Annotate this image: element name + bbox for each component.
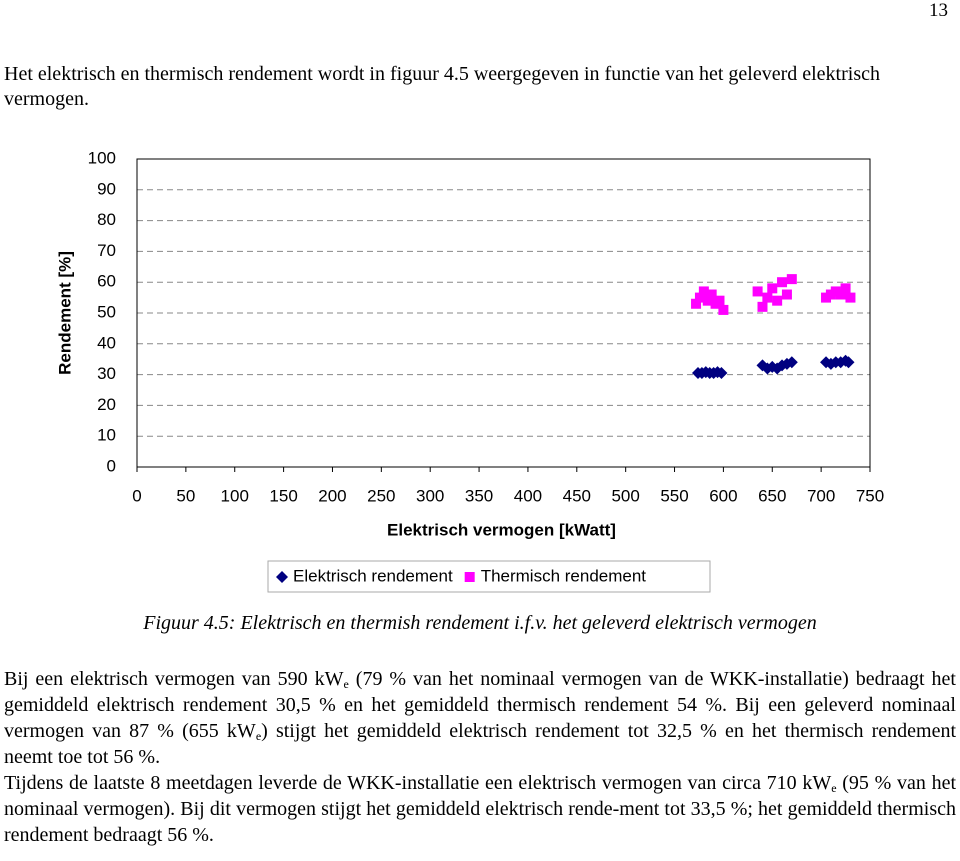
y-tick-label: 0	[107, 456, 116, 475]
square-marker	[702, 295, 713, 306]
y-tick-label: 50	[97, 302, 116, 321]
square-marker	[840, 283, 851, 294]
x-tick-label: 550	[660, 486, 688, 505]
square-marker	[777, 277, 788, 288]
square-marker	[706, 289, 717, 300]
y-tick-label: 80	[97, 210, 116, 229]
square-marker	[767, 283, 778, 294]
y-tick-label: 90	[97, 179, 116, 198]
square-marker	[786, 274, 797, 285]
square-marker	[772, 295, 783, 306]
chart: 0 10 20 30 40 50 60 70 80 90 100 0 50 100 150 200 250 300…	[55, 148, 884, 593]
subscript: e	[255, 729, 262, 743]
diamond-marker	[785, 356, 798, 369]
x-tick-label: 350	[465, 486, 493, 505]
text-run: Bij een elektrisch vermogen van 590 kW	[4, 668, 344, 690]
paragraph: Tijdens de laatste 8 meetdagen leverde d…	[4, 770, 956, 848]
square-marker	[762, 292, 773, 303]
x-tick-label: 400	[514, 486, 542, 505]
text-run: (95 % van het nominaal vermogen). Bij di…	[4, 772, 956, 846]
square-marker	[718, 304, 729, 315]
y-tick-label: 20	[97, 395, 116, 414]
x-tick-label: 450	[563, 486, 591, 505]
square-marker	[845, 292, 856, 303]
page-number: 13	[929, 0, 948, 21]
subscript: e	[343, 677, 349, 691]
square-marker	[714, 295, 725, 306]
y-tick-label: 100	[88, 148, 116, 167]
x-tick-label: 500	[611, 486, 639, 505]
square-marker	[752, 286, 763, 297]
x-tick-label: 100	[221, 486, 249, 505]
square-marker	[464, 572, 475, 582]
x-tick-label: 200	[318, 486, 346, 505]
text-run: Tijdens de laatste 8 meetdagen leverde d…	[4, 772, 832, 794]
legend-label: Thermisch rendement	[481, 566, 647, 585]
y-tick-label: 40	[97, 333, 116, 352]
x-tick-label: 300	[416, 486, 444, 505]
square-marker	[781, 289, 792, 300]
square-marker	[757, 301, 768, 312]
diamond-marker	[715, 367, 728, 380]
x-tick-label: 750	[856, 486, 884, 505]
y-tick-label: 30	[97, 364, 116, 383]
figure-caption: Figuur 4.5: Elektrisch en thermish rende…	[143, 612, 817, 634]
square-marker	[835, 289, 846, 300]
legend-label: Elektrisch rendement	[293, 566, 453, 585]
body-text: Bij een elektrisch vermogen van 590 kWe …	[4, 666, 956, 848]
paragraph: Bij een elektrisch vermogen van 590 kWe …	[4, 666, 956, 770]
y-tick-label: 60	[97, 272, 116, 291]
intro-paragraph: Het elektrisch en thermisch rendement wo…	[4, 63, 880, 110]
x-tick-label: 250	[367, 486, 395, 505]
x-tick-label: 150	[269, 486, 297, 505]
plot-frame	[136, 158, 871, 468]
x-tick-label: 0	[132, 486, 141, 505]
diamond-marker	[276, 571, 288, 583]
square-marker	[698, 286, 709, 297]
x-tick-label: 700	[807, 486, 835, 505]
subscript: e	[831, 781, 837, 795]
legend-box	[267, 560, 711, 593]
y-tick-label: 10	[97, 426, 116, 445]
text-run: ) stijgt het gemiddeld elektrisch rendem…	[4, 720, 957, 768]
text-run: (79 % van het nominaal vermogen van de W…	[4, 668, 956, 742]
y-tick-label: 70	[97, 241, 116, 260]
square-marker	[694, 292, 705, 303]
x-tick-label: 650	[758, 486, 786, 505]
diamond-marker	[842, 356, 855, 369]
x-axis-label: Elektrisch vermogen [kWatt]	[387, 520, 616, 539]
y-axis-label: Rendement [%]	[55, 251, 74, 375]
square-marker	[691, 298, 702, 309]
x-tick-label: 50	[176, 486, 195, 505]
x-tick-label: 600	[709, 486, 737, 505]
